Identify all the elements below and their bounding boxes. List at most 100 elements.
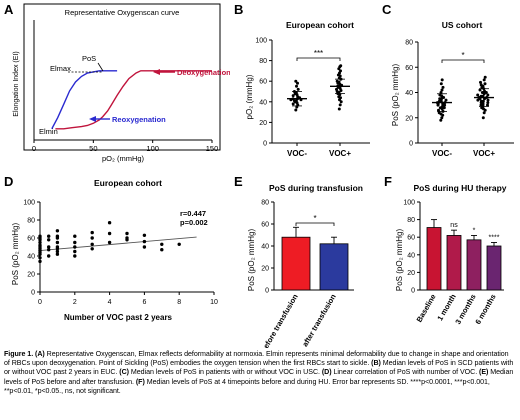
data-point bbox=[335, 87, 338, 91]
data-point bbox=[177, 242, 181, 246]
data-point bbox=[142, 233, 147, 237]
chart-title: European cohort bbox=[286, 20, 354, 30]
y-tick-label: 20 bbox=[405, 115, 413, 122]
data-point bbox=[47, 254, 51, 258]
data-point bbox=[296, 81, 299, 85]
x-tick-label: VOC+ bbox=[473, 149, 495, 158]
y-tick-label: 40 bbox=[261, 244, 269, 251]
significance-marker: * bbox=[313, 214, 316, 223]
caption-head: Figure 1. bbox=[4, 350, 34, 358]
x-tick-label: 50 bbox=[89, 144, 97, 153]
data-point bbox=[444, 98, 448, 102]
caption-tag-e: (E) bbox=[479, 368, 489, 377]
panel-c: C US cohort PoS (pO₂ mmHg) 0 20 40 60 80 VOC-… bbox=[382, 2, 514, 158]
data-point bbox=[479, 83, 483, 87]
data-point bbox=[160, 248, 164, 252]
data-point bbox=[440, 88, 444, 92]
caption-tag-c: (C) bbox=[119, 368, 129, 377]
significance-marker: * bbox=[473, 227, 476, 234]
significance-bracket bbox=[441, 59, 485, 63]
y-tick-label: 20 bbox=[27, 272, 35, 279]
caption-tag-f: (F) bbox=[135, 377, 145, 386]
y-axis-label: PoS (pO₂ mmHg) bbox=[11, 223, 20, 286]
x-tick-label: after transfusion bbox=[300, 292, 338, 348]
y-tick-label: 60 bbox=[27, 236, 35, 243]
panel-f: F PoS during HU therapy PoS (pO₂ mmHg) 0… bbox=[384, 174, 507, 326]
data-point bbox=[73, 234, 77, 238]
data-point bbox=[47, 238, 51, 242]
data-point bbox=[482, 78, 486, 82]
significance-marker: ns bbox=[450, 222, 458, 229]
panel-b: B European cohort pO₂ (mmHg) 0 20 40 60 80 10… bbox=[234, 2, 370, 158]
chart-title: PoS during transfusion bbox=[269, 183, 363, 193]
caption-text-d: Linear correlation of PoS with number of… bbox=[331, 368, 480, 377]
y-tick-label: 20 bbox=[261, 266, 269, 273]
x-ticks: 0 50 100 150 bbox=[32, 140, 218, 153]
deoxygenation-label: Deoxygenation bbox=[177, 68, 230, 77]
data-point bbox=[55, 252, 60, 256]
y-tick-label: 0 bbox=[263, 141, 267, 148]
data-point bbox=[476, 93, 480, 97]
panel-e: E PoS during transfusion PoS (pO₂ mmHg) … bbox=[234, 174, 363, 348]
r-value: r=0.447 bbox=[180, 209, 206, 218]
pos-label: PoS bbox=[82, 54, 96, 63]
x-axis-label: pO₂ (mmHg) bbox=[102, 154, 145, 163]
data-point bbox=[47, 234, 51, 238]
data-point bbox=[47, 248, 51, 252]
data-point bbox=[107, 221, 112, 225]
x-axis-label: Number of VOC past 2 years bbox=[64, 313, 173, 322]
data-point bbox=[339, 64, 343, 68]
y-tick-label: 0 bbox=[31, 290, 35, 297]
caption-tag-d: (D) bbox=[321, 368, 332, 377]
reoxygenation-curve bbox=[51, 70, 118, 130]
significance-bracket bbox=[295, 222, 335, 226]
significance-bracket bbox=[296, 57, 341, 61]
data-point bbox=[55, 234, 60, 238]
data-point bbox=[479, 80, 482, 84]
data-point bbox=[483, 82, 487, 86]
data-point bbox=[125, 238, 129, 242]
x-tick-label: 2 bbox=[73, 299, 77, 306]
data-point bbox=[38, 259, 42, 264]
data-point bbox=[107, 231, 112, 236]
y-axis-label: PoS (pO₂ mmHg) bbox=[247, 229, 256, 292]
data-point bbox=[295, 84, 298, 88]
y-tick-label: 80 bbox=[261, 200, 269, 207]
data-point bbox=[55, 249, 60, 254]
deoxygenation-curve bbox=[55, 70, 212, 130]
x-tick-label: 8 bbox=[177, 299, 181, 306]
data-point bbox=[55, 229, 60, 233]
y-tick-label: 60 bbox=[405, 65, 413, 72]
x-tick-label: 0 bbox=[32, 144, 36, 153]
caption-text-f: Median levels of PoS at 4 timepoints bef… bbox=[4, 377, 490, 395]
y-tick-label: 80 bbox=[405, 40, 413, 47]
data-point bbox=[486, 101, 490, 105]
data-point bbox=[482, 111, 486, 115]
data-point bbox=[486, 93, 490, 97]
data-point bbox=[73, 254, 77, 258]
data-point bbox=[338, 103, 342, 107]
chart-title: US cohort bbox=[442, 20, 483, 30]
elmax-label: Elmax bbox=[50, 64, 71, 73]
caption-text-b: Median levels of PoS in SCD patients wit… bbox=[4, 359, 514, 377]
y-tick-label: 80 bbox=[259, 58, 267, 65]
data-point bbox=[142, 239, 147, 244]
bar bbox=[466, 239, 482, 291]
p-value: p=0.002 bbox=[180, 218, 208, 227]
panel-d: D European cohort PoS (pO₂ mmHg) Number … bbox=[4, 174, 218, 322]
y-tick-label: 0 bbox=[265, 288, 269, 295]
data-point bbox=[90, 247, 94, 251]
arrow-left-icon bbox=[153, 69, 160, 75]
panel-letter: D bbox=[4, 174, 13, 189]
bar bbox=[281, 236, 311, 291]
data-point bbox=[142, 245, 147, 249]
bar bbox=[486, 245, 502, 291]
significance-marker: * bbox=[461, 51, 464, 60]
bar bbox=[446, 235, 462, 291]
data-point bbox=[73, 249, 77, 254]
significance-marker: *** bbox=[314, 49, 323, 58]
data-point bbox=[481, 116, 485, 120]
y-tick-label: 100 bbox=[23, 200, 35, 207]
data-point bbox=[479, 99, 483, 103]
